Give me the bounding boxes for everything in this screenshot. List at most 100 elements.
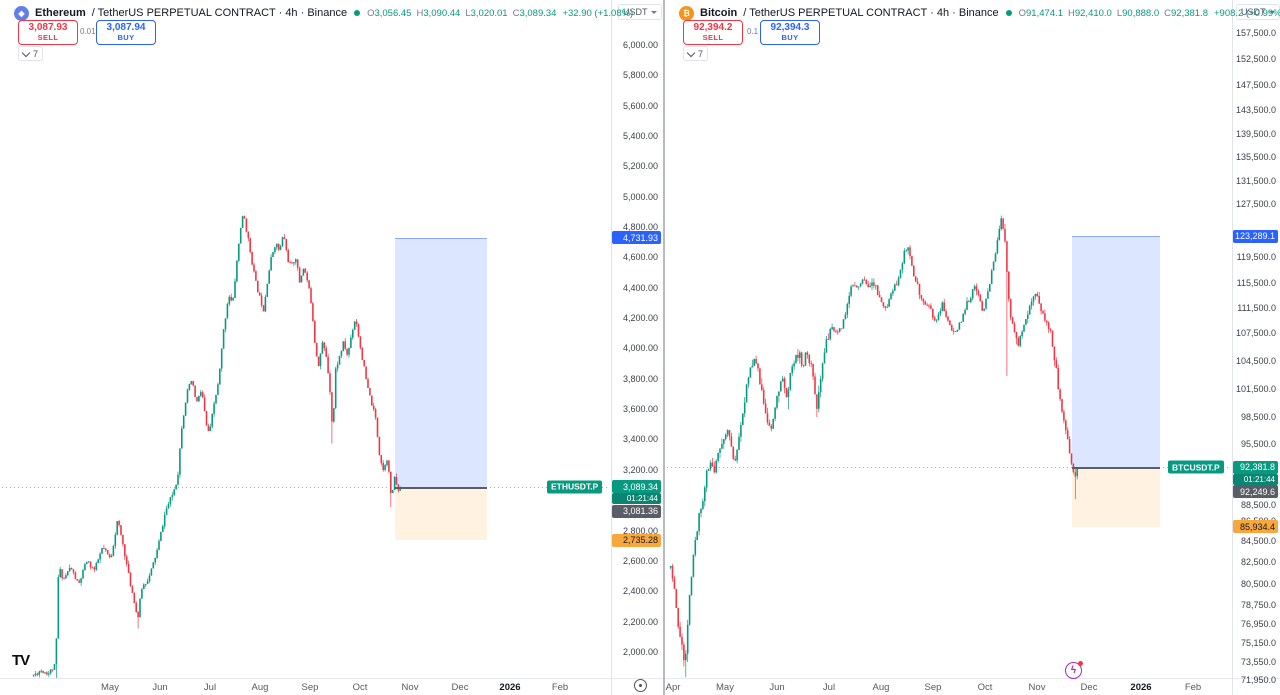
time-tick: Dec bbox=[451, 682, 469, 693]
price-tick: 115,500.0 bbox=[1236, 278, 1276, 288]
symbol-details: / TetherUS PERPETUAL CONTRACT · 4h · Bin… bbox=[743, 7, 999, 19]
countdown-label: 01:21:44 bbox=[1233, 473, 1278, 485]
price-tick: 95,500.0 bbox=[1240, 439, 1276, 449]
price-tick: 139,500.0 bbox=[1235, 129, 1276, 139]
object-tree-toggle-btc[interactable]: 7 bbox=[683, 46, 709, 61]
price-tick: 3,600.00 bbox=[622, 404, 658, 414]
price-tick: 107,500.0 bbox=[1235, 328, 1276, 338]
target-price-label[interactable]: 4,731.93 bbox=[612, 231, 661, 245]
dropdown-arrow-icon bbox=[1268, 10, 1275, 14]
time-tick: Oct bbox=[977, 682, 993, 693]
price-scale-currency-eth[interactable]: USDT bbox=[618, 4, 662, 20]
price-tick: 143,500.0 bbox=[1235, 105, 1276, 115]
price-tick: 6,000.00 bbox=[622, 40, 658, 50]
price-tick: 78,750.0 bbox=[1240, 600, 1276, 610]
market-status-icon bbox=[1005, 10, 1012, 16]
flash-event-icon[interactable]: ϟ bbox=[1065, 661, 1083, 679]
time-tick: Aug bbox=[251, 682, 269, 693]
price-tick: 82,500.0 bbox=[1240, 557, 1276, 567]
buy-button-btc[interactable]: 92,394.3 BUY bbox=[760, 20, 820, 45]
time-tick: Nov bbox=[1028, 682, 1046, 693]
stop-price-label[interactable]: 85,934.4 bbox=[1233, 520, 1278, 534]
time-tick: May bbox=[716, 682, 734, 693]
time-tick: Jun bbox=[152, 682, 168, 693]
price-tick: 4,600.00 bbox=[622, 252, 658, 262]
stop-zone[interactable] bbox=[1072, 468, 1160, 527]
time-tick: 2026 bbox=[499, 682, 521, 693]
market-status-icon bbox=[354, 10, 361, 16]
symbol-name[interactable]: Bitcoin bbox=[700, 7, 738, 19]
time-tick: Apr bbox=[665, 682, 681, 693]
price-tick: 101,500.0 bbox=[1235, 384, 1276, 394]
pane-divider[interactable] bbox=[663, 0, 665, 695]
price-tick: 73,550.0 bbox=[1240, 657, 1276, 667]
price-scale-currency-btc[interactable]: USDT bbox=[1236, 4, 1280, 20]
current-price-line bbox=[2, 487, 610, 488]
price-tick: 71,950.0 bbox=[1240, 675, 1276, 685]
tradingview-watermark: TV bbox=[12, 652, 30, 669]
price-tick: 5,400.00 bbox=[622, 131, 658, 141]
stop-price-label[interactable]: 2,735.28 bbox=[612, 533, 661, 547]
time-tick: Sep bbox=[301, 682, 319, 693]
price-tick: 152,500.0 bbox=[1235, 54, 1276, 64]
price-tick: 2,600.00 bbox=[622, 556, 658, 566]
profit-zone[interactable] bbox=[395, 237, 487, 489]
time-tick: May bbox=[101, 682, 119, 693]
price-tick: 84,500.0 bbox=[1240, 536, 1276, 546]
time-tick: Jun bbox=[769, 682, 785, 693]
entry-price-line[interactable] bbox=[395, 486, 487, 489]
object-tree-toggle-eth[interactable]: 7 bbox=[18, 46, 44, 61]
ohlc-values: O3,056.45 H3,090.44 L3,020.01 C3,089.34 bbox=[367, 7, 557, 19]
price-tick: 3,200.00 bbox=[622, 465, 658, 475]
price-tick: 98,500.0 bbox=[1240, 412, 1276, 422]
chevron-down-icon bbox=[686, 48, 696, 57]
price-tick: 3,800.00 bbox=[622, 374, 658, 384]
entry-price-label[interactable]: 3,081.36 bbox=[612, 504, 661, 518]
price-tick: 4,000.00 bbox=[622, 343, 658, 353]
price-tick: 111,500.0 bbox=[1237, 303, 1276, 313]
price-tick: 4,400.00 bbox=[622, 283, 658, 293]
scale-settings-icon[interactable] bbox=[634, 679, 647, 692]
current-price-label: 3,089.34 bbox=[612, 480, 661, 494]
price-tick: 4,800.00 bbox=[622, 222, 658, 232]
countdown-label: 01:21:44 bbox=[612, 493, 661, 505]
current-price-label: 92,381.8 bbox=[1233, 460, 1278, 474]
time-tick: Aug bbox=[872, 682, 890, 693]
stop-zone[interactable] bbox=[395, 487, 487, 541]
price-tick: 119,500.0 bbox=[1236, 252, 1276, 262]
sell-button-btc[interactable]: 92,394.2 SELL bbox=[683, 20, 743, 45]
price-tick: 127,500.0 bbox=[1235, 199, 1276, 209]
time-tick: 2026 bbox=[1130, 682, 1152, 693]
price-tick: 2,000.00 bbox=[622, 647, 658, 657]
price-tick: 5,000.00 bbox=[622, 192, 658, 202]
ohlc-values: O91,474.1 H92,410.0 L90,888.0 C92,381.8 bbox=[1018, 7, 1208, 19]
symbol-ticker-tag: ETHUSDT.P bbox=[547, 480, 603, 494]
entry-price-line[interactable] bbox=[1072, 467, 1160, 470]
price-tick: 5,600.00 bbox=[622, 101, 658, 111]
target-price-label[interactable]: 123,289.1 bbox=[1233, 229, 1278, 243]
price-tick: 135,500.0 bbox=[1235, 152, 1276, 162]
time-tick: Sep bbox=[924, 682, 942, 693]
eth-logo-icon: ◆ bbox=[14, 5, 29, 21]
symbol-details: / TetherUS PERPETUAL CONTRACT · 4h · Bin… bbox=[91, 7, 348, 19]
symbol-header-btc[interactable]: ₿ Bitcoin / TetherUS PERPETUAL CONTRACT … bbox=[679, 5, 1280, 21]
time-tick: Jul bbox=[822, 682, 836, 693]
price-tick: 76,950.0 bbox=[1240, 619, 1276, 629]
price-tick: 80,500.0 bbox=[1240, 579, 1276, 589]
entry-price-label[interactable]: 92,249.6 bbox=[1233, 485, 1278, 498]
price-axis-border bbox=[611, 0, 612, 695]
symbol-ticker-tag: BTCUSDT.P bbox=[1168, 460, 1224, 474]
price-tick: 2,400.00 bbox=[622, 586, 658, 596]
price-tick: 2,800.00 bbox=[622, 526, 658, 536]
symbol-name[interactable]: Ethereum bbox=[35, 7, 86, 19]
time-tick: Oct bbox=[352, 682, 368, 693]
profit-zone[interactable] bbox=[1072, 236, 1160, 470]
spread-value: 0.1 bbox=[747, 27, 759, 36]
sell-button-eth[interactable]: 3,087.93 SELL bbox=[18, 20, 78, 45]
symbol-header-eth[interactable]: ◆ Ethereum / TetherUS PERPETUAL CONTRACT… bbox=[14, 5, 633, 21]
price-tick: 5,200.00 bbox=[622, 161, 658, 171]
price-tick: 147,500.0 bbox=[1235, 80, 1276, 90]
buy-button-eth[interactable]: 3,087.94 BUY bbox=[96, 20, 156, 45]
time-tick: Nov bbox=[401, 682, 419, 693]
